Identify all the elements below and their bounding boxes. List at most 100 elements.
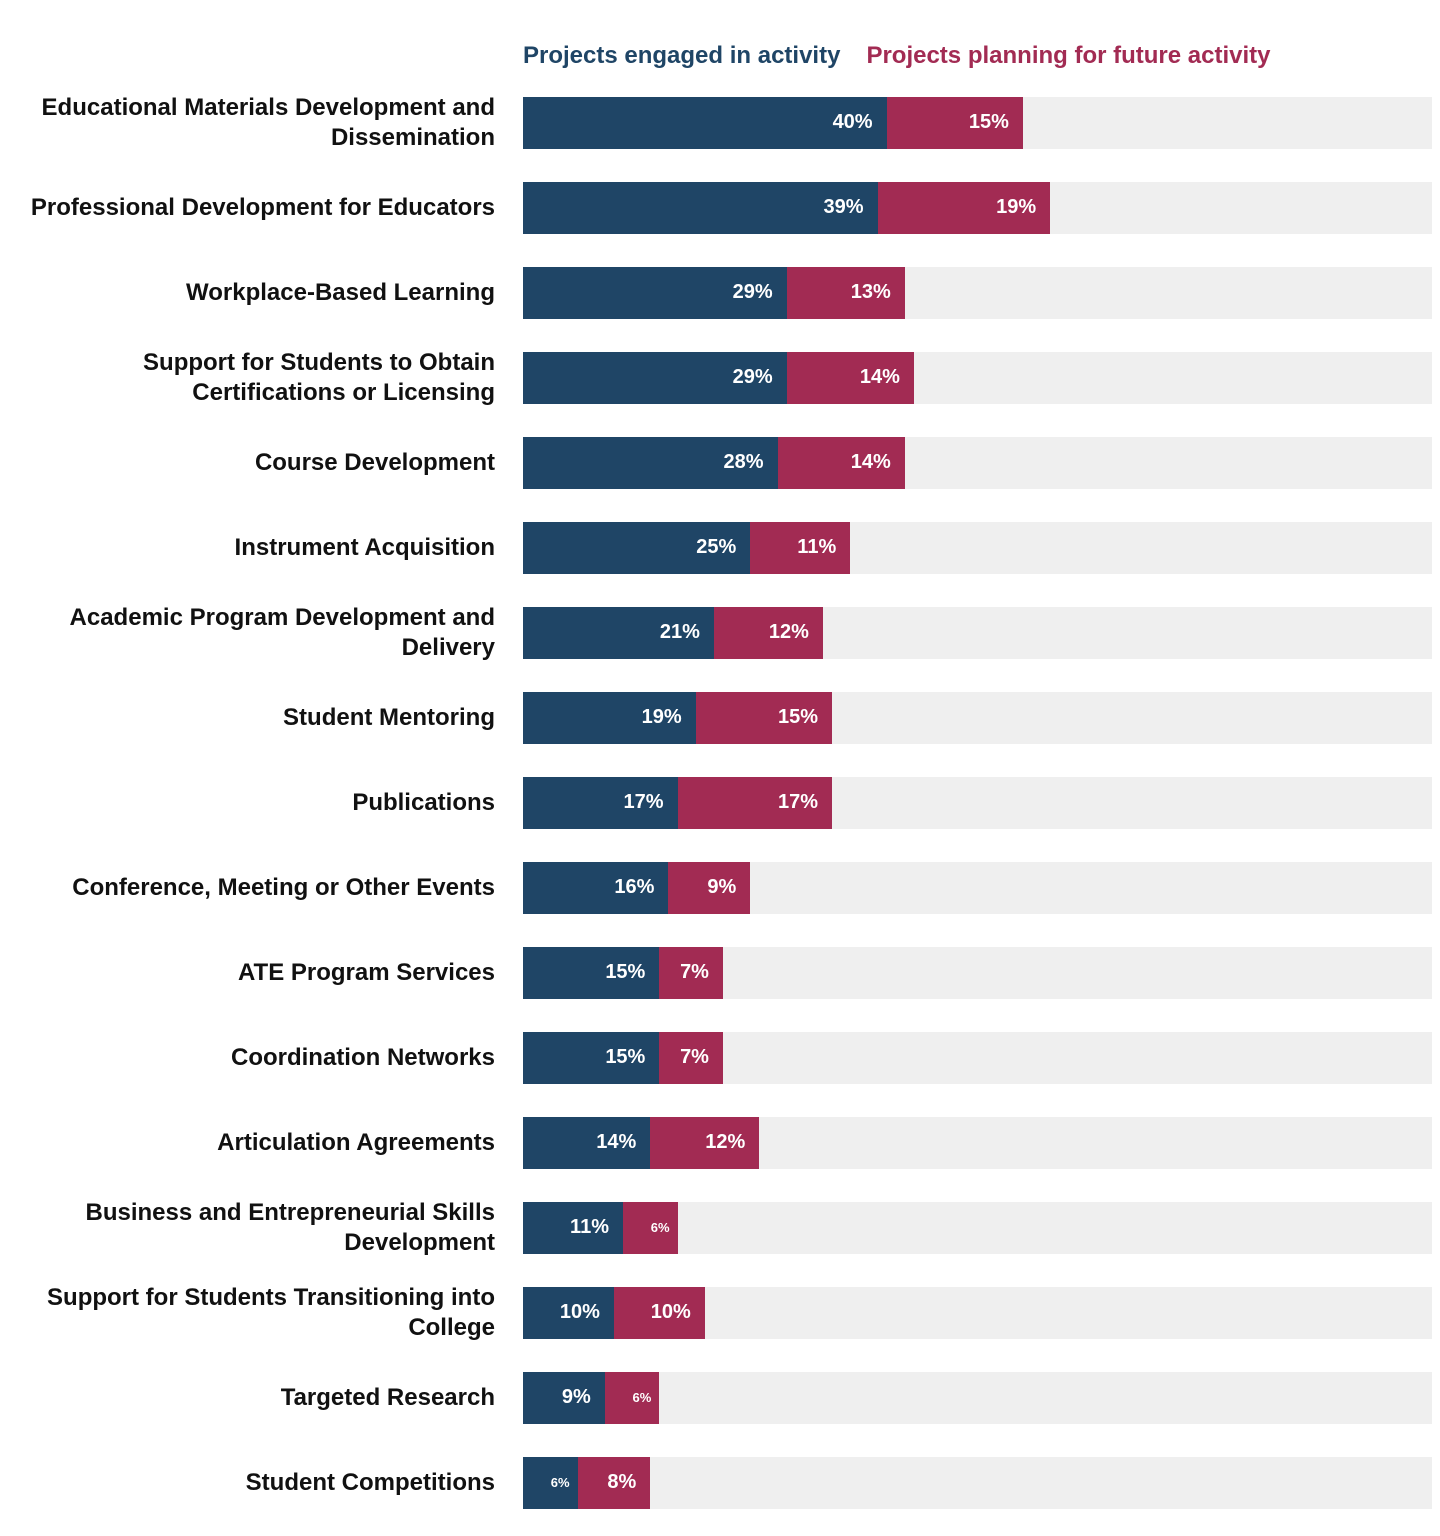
category-label: Educational Materials Development and Di… bbox=[41, 94, 495, 151]
bar-track: 25% 11% bbox=[523, 521, 1432, 574]
bar-value-label: 9% bbox=[707, 876, 737, 898]
category-label: Support for Students to Obtain Certifica… bbox=[143, 349, 495, 406]
bar-track: 29% 14% bbox=[523, 351, 1432, 404]
engaged-bar-segment: 17% bbox=[523, 776, 678, 829]
engaged-bar-segment: 15% bbox=[523, 1031, 660, 1084]
legend-engaged-label: Projects engaged in activity bbox=[523, 42, 841, 69]
bar-value-label: 29% bbox=[732, 281, 773, 303]
bar-value-label: 6% bbox=[550, 1475, 570, 1490]
chart-row: Business and Entrepreneurial Skills Deve… bbox=[0, 1185, 1440, 1270]
chart-row: Workplace-Based Learning 29% 13% bbox=[0, 250, 1440, 335]
bar-track: 16% 9% bbox=[523, 861, 1432, 914]
planning-bar-segment: 11% bbox=[750, 521, 851, 574]
category-label: Student Mentoring bbox=[283, 703, 495, 731]
planning-bar-segment: 8% bbox=[577, 1456, 651, 1509]
bar-track: 6% 8% bbox=[523, 1456, 1432, 1509]
engaged-bar-segment: 21% bbox=[523, 606, 714, 659]
bar-value-label: 12% bbox=[705, 1131, 746, 1153]
planning-bar-segment: 6% bbox=[622, 1201, 678, 1254]
planning-bar-segment: 14% bbox=[786, 351, 914, 404]
bar-value-label: 11% bbox=[797, 536, 837, 558]
chart-row: Instrument Acquisition 25% 11% bbox=[0, 505, 1440, 590]
bar-value-label: 39% bbox=[823, 196, 864, 218]
chart-row: Support for Students Transitioning into … bbox=[0, 1270, 1440, 1355]
bar-value-label: 12% bbox=[768, 621, 809, 643]
category-label: Academic Program Development and Deliver… bbox=[69, 604, 495, 661]
planning-bar-segment: 15% bbox=[886, 96, 1023, 149]
chart-row: Coordination Networks 15% 7% bbox=[0, 1015, 1440, 1100]
bar-value-label: 17% bbox=[778, 791, 819, 813]
bar-track: 19% 15% bbox=[523, 691, 1432, 744]
engaged-bar-segment: 39% bbox=[523, 181, 878, 234]
category-label: Student Competitions bbox=[245, 1468, 495, 1496]
chart-row: Conference, Meeting or Other Events 16% 9% bbox=[0, 845, 1440, 930]
chart-row: Educational Materials Development and Di… bbox=[0, 80, 1440, 165]
bar-value-label: 14% bbox=[850, 451, 891, 473]
category-label: Articulation Agreements bbox=[217, 1128, 495, 1156]
bar-value-label: 14% bbox=[859, 366, 900, 388]
bar-value-label: 19% bbox=[641, 706, 682, 728]
engaged-bar-segment: 14% bbox=[523, 1116, 651, 1169]
chart-row: Articulation Agreements 14% 12% bbox=[0, 1100, 1440, 1185]
bar-track: 15% 7% bbox=[523, 1031, 1432, 1084]
chart-row: Academic Program Development and Deliver… bbox=[0, 590, 1440, 675]
planning-bar-segment: 19% bbox=[877, 181, 1051, 234]
bar-value-label: 16% bbox=[614, 876, 655, 898]
bar-value-label: 40% bbox=[832, 111, 873, 133]
engaged-bar-segment: 19% bbox=[523, 691, 696, 744]
category-label: Coordination Networks bbox=[230, 1043, 495, 1071]
bar-value-label: 15% bbox=[968, 111, 1009, 133]
engaged-bar-segment: 15% bbox=[523, 946, 660, 999]
bar-track: 28% 14% bbox=[523, 436, 1432, 489]
engaged-bar-segment: 40% bbox=[523, 96, 887, 149]
engaged-bar-segment: 9% bbox=[523, 1371, 605, 1424]
bar-value-label: 15% bbox=[605, 1046, 646, 1068]
bar-track: 40% 15% bbox=[523, 96, 1432, 149]
chart-row: Student Mentoring 19% 15% bbox=[0, 675, 1440, 760]
planning-bar-segment: 15% bbox=[695, 691, 833, 744]
bar-track: 29% 13% bbox=[523, 266, 1432, 319]
legend: Projects engaged in activity Projects pl… bbox=[523, 42, 1440, 70]
engaged-bar-segment: 6% bbox=[523, 1456, 578, 1509]
planning-bar-segment: 7% bbox=[659, 1031, 723, 1084]
bar-value-label: 29% bbox=[732, 366, 773, 388]
chart-row: Course Development 28% 14% bbox=[0, 420, 1440, 505]
bar-value-label: 15% bbox=[605, 961, 646, 983]
chart-rows: Educational Materials Development and Di… bbox=[0, 80, 1440, 1525]
bar-value-label: 6% bbox=[650, 1220, 670, 1235]
chart-row: Publications 17% 17% bbox=[0, 760, 1440, 845]
legend-planning-label: Projects planning for future activity bbox=[866, 42, 1271, 69]
engaged-bar-segment: 29% bbox=[523, 266, 787, 319]
category-label: Business and Entrepreneurial Skills Deve… bbox=[85, 1199, 495, 1256]
bar-value-label: 8% bbox=[607, 1471, 637, 1493]
planning-bar-segment: 13% bbox=[786, 266, 905, 319]
chart-row: ATE Program Services 15% 7% bbox=[0, 930, 1440, 1015]
category-label: Conference, Meeting or Other Events bbox=[72, 873, 495, 901]
bar-value-label: 28% bbox=[723, 451, 764, 473]
category-label: ATE Program Services bbox=[237, 958, 495, 986]
bar-value-label: 10% bbox=[559, 1301, 600, 1323]
bar-value-label: 11% bbox=[570, 1216, 609, 1238]
planning-bar-segment: 10% bbox=[613, 1286, 705, 1339]
bar-track: 10% 10% bbox=[523, 1286, 1432, 1339]
bar-track: 11% 6% bbox=[523, 1201, 1432, 1254]
planning-bar-segment: 12% bbox=[713, 606, 823, 659]
engaged-bar-segment: 25% bbox=[523, 521, 751, 574]
category-label: Targeted Research bbox=[280, 1383, 495, 1411]
chart-row: Targeted Research 9% 6% bbox=[0, 1355, 1440, 1440]
bar-value-label: 7% bbox=[680, 961, 709, 983]
chart-row: Professional Development for Educators 39… bbox=[0, 165, 1440, 250]
planning-bar-segment: 14% bbox=[777, 436, 905, 489]
bar-track: 17% 17% bbox=[523, 776, 1432, 829]
chart-row: Support for Students to Obtain Certifica… bbox=[0, 335, 1440, 420]
category-label: Course Development bbox=[254, 448, 495, 476]
bar-value-label: 19% bbox=[996, 196, 1037, 218]
planning-bar-segment: 7% bbox=[659, 946, 723, 999]
bar-track: 15% 7% bbox=[523, 946, 1432, 999]
bar-track: 9% 6% bbox=[523, 1371, 1432, 1424]
engaged-bar-segment: 16% bbox=[523, 861, 669, 914]
engaged-bar-segment: 11% bbox=[523, 1201, 623, 1254]
chart-row: Student Competitions 6% 8% bbox=[0, 1440, 1440, 1525]
bar-track: 39% 19% bbox=[523, 181, 1432, 234]
